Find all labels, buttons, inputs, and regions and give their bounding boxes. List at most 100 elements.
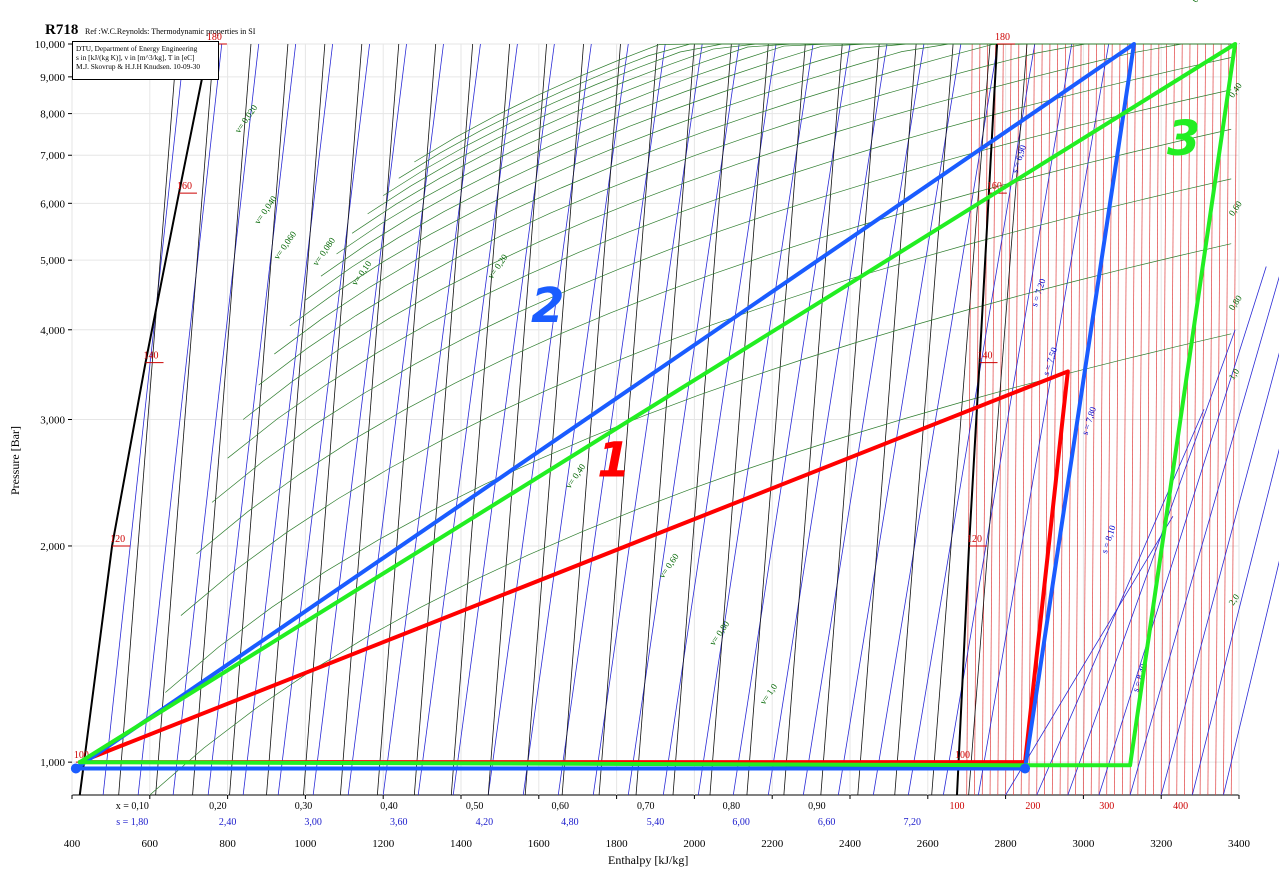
- isentrope-line: [872, 43, 999, 796]
- isotherm-line: [1028, 43, 1035, 796]
- isotherm-line: [1145, 43, 1152, 796]
- isentrope-line: [1191, 448, 1279, 796]
- isotherm-line: [997, 43, 1004, 796]
- quality-tick-label: x = 0,10: [116, 801, 149, 812]
- x-tick-label: 2000: [683, 838, 706, 850]
- quality-tick-label: 0,30: [295, 801, 313, 812]
- isentrope-line: [1067, 329, 1236, 796]
- isotherm-label: 140: [978, 351, 993, 362]
- quality-line: [968, 43, 1028, 796]
- quality-line: [192, 43, 252, 796]
- state-point-marker: [1020, 763, 1031, 774]
- cycle-3-label: 3: [1167, 111, 1200, 167]
- isentrope-line: [732, 43, 851, 796]
- superheat-temp-label: 100: [949, 801, 964, 812]
- isentrope-line: [907, 43, 1036, 796]
- isotherm-line: [1098, 43, 1105, 796]
- isentrope-line: [697, 43, 814, 796]
- isochore-line: [196, 128, 1232, 555]
- superheat-temp-label: 400: [1173, 801, 1188, 812]
- isotherm-line: [966, 43, 973, 796]
- isotherm-line: [1020, 43, 1027, 796]
- quality-line: [155, 43, 215, 796]
- cycle-2-label: 2: [531, 278, 564, 334]
- isentrope-line: [662, 43, 777, 796]
- isochore-line: [227, 57, 1232, 459]
- isotherm-label: 180: [207, 32, 222, 43]
- x-tick-label: 600: [142, 838, 159, 850]
- quality-tick-label: 0,80: [723, 801, 741, 812]
- quality-line: [672, 43, 732, 796]
- quality-line: [783, 43, 843, 796]
- isotherm-line: [1184, 43, 1191, 796]
- isotherm-line: [989, 43, 996, 796]
- entropy-tick-label: 4,80: [561, 817, 579, 828]
- isotherm-line: [1005, 43, 1012, 796]
- x-tick-label: 3000: [1072, 838, 1095, 850]
- isotherm-line: [1223, 43, 1230, 796]
- y-tick-label: 1,000: [40, 757, 65, 769]
- quality-line: [931, 43, 991, 796]
- y-tick-label: 8,000: [40, 109, 65, 121]
- x-tick-label: 1800: [606, 838, 629, 850]
- isochore-label: 0,20: [1190, 0, 1208, 4]
- isentrope-line: [592, 43, 703, 796]
- isotherm-line: [1106, 43, 1113, 796]
- isotherm-label: 100: [955, 750, 970, 761]
- quality-tick-label: 0,40: [380, 801, 398, 812]
- y-tick-label: 4,000: [40, 325, 65, 337]
- isotherm-label: 120: [110, 534, 125, 545]
- isochore-line: [242, 43, 1232, 420]
- superheat-temp-label: 200: [1025, 801, 1040, 812]
- quality-line: [524, 43, 584, 796]
- quality-line: [413, 43, 474, 796]
- isotherm-label: 160: [177, 181, 192, 192]
- quality-line: [340, 43, 400, 796]
- x-tick-label: 1400: [450, 838, 473, 850]
- x-tick-label: 400: [64, 838, 81, 850]
- isentrope-line: [767, 43, 888, 796]
- entropy-tick-label: 3,00: [304, 817, 322, 828]
- isochore-line: [414, 43, 1232, 163]
- y-tick-label: 9,000: [40, 72, 65, 84]
- info-line-3: M.J. Skovrup & H.J.H Knudsen. 10-09-30: [76, 62, 201, 71]
- x-tick-label: 2400: [839, 838, 862, 850]
- isentrope-line: [242, 43, 334, 796]
- isochore-line: [258, 43, 1232, 386]
- entropy-tick-label: 6,60: [818, 817, 836, 828]
- cycle-2-line: [73, 42, 1136, 771]
- y-tick-label: 6,000: [40, 198, 65, 210]
- x-tick-label: 1000: [294, 838, 317, 850]
- isotherm-line: [1083, 43, 1090, 796]
- x-tick-label: 3200: [1150, 838, 1173, 850]
- isentrope-line: [837, 43, 962, 796]
- quality-tick-label: 0,50: [466, 801, 484, 812]
- isentrope-line: [977, 43, 1110, 796]
- isotherm-line: [1207, 43, 1214, 796]
- isotherm-label: 180: [995, 32, 1010, 43]
- info-line-1: DTU, Department of Energy Engineering: [76, 44, 198, 53]
- quality-tick-label: 0,20: [209, 801, 227, 812]
- quality-line: [487, 43, 547, 796]
- entropy-tick-label: 6,00: [732, 817, 750, 828]
- isentrope-line: [102, 43, 186, 796]
- x-axis-label: Enthalpy [kJ/kg]: [608, 853, 689, 867]
- isentrope-line: [382, 43, 481, 796]
- x-tick-label: 2200: [761, 838, 784, 850]
- isotherm-label: 160: [987, 181, 1002, 192]
- isotherm-label: 140: [144, 351, 159, 362]
- isotherm-line: [1067, 43, 1074, 796]
- y-tick-label: 2,000: [40, 541, 65, 553]
- y-tick-label: 3,000: [40, 415, 65, 427]
- isotherm-line: [1044, 43, 1051, 796]
- isentrope-line: [1129, 276, 1279, 796]
- cycle-3-line: [77, 42, 1238, 768]
- quality-line: [118, 43, 178, 796]
- entropy-tick-label: 4,20: [476, 817, 494, 828]
- isotherm-line: [981, 43, 989, 796]
- isotherm-line: [1153, 43, 1160, 796]
- isochore-line: [211, 89, 1232, 503]
- quality-line: [820, 43, 880, 796]
- reference-note: Ref :W.C.Reynolds: Thermodynamic propert…: [85, 27, 256, 36]
